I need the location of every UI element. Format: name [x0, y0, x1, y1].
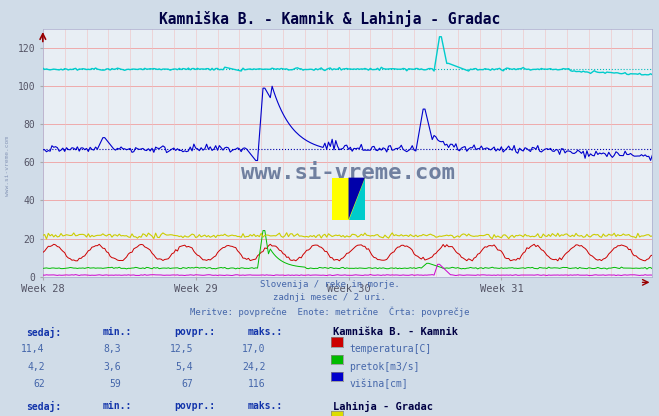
Text: www.si-vreme.com: www.si-vreme.com — [5, 136, 11, 196]
Text: 116: 116 — [248, 379, 266, 389]
Text: sedaj:: sedaj: — [26, 401, 61, 412]
Text: Kamniška B. - Kamnik: Kamniška B. - Kamnik — [333, 327, 458, 337]
Text: Slovenija / reke in morje.: Slovenija / reke in morje. — [260, 280, 399, 289]
Text: min.:: min.: — [102, 401, 132, 411]
Polygon shape — [349, 178, 365, 220]
Text: 8,3: 8,3 — [103, 344, 121, 354]
Text: 5,4: 5,4 — [175, 362, 193, 371]
Text: 24,2: 24,2 — [242, 362, 266, 371]
Text: 4,2: 4,2 — [27, 362, 45, 371]
Text: 59: 59 — [109, 379, 121, 389]
Text: povpr.:: povpr.: — [175, 327, 215, 337]
Text: temperatura[C]: temperatura[C] — [349, 344, 432, 354]
Text: Meritve: povprečne  Enote: metrične  Črta: povprečje: Meritve: povprečne Enote: metrične Črta:… — [190, 306, 469, 317]
Text: sedaj:: sedaj: — [26, 327, 61, 338]
Text: 12,5: 12,5 — [169, 344, 193, 354]
Text: www.si-vreme.com: www.si-vreme.com — [241, 163, 455, 183]
Text: zadnji mesec / 2 uri.: zadnji mesec / 2 uri. — [273, 293, 386, 302]
Text: 62: 62 — [33, 379, 45, 389]
Text: povpr.:: povpr.: — [175, 401, 215, 411]
Text: višina[cm]: višina[cm] — [349, 379, 408, 389]
Text: 17,0: 17,0 — [242, 344, 266, 354]
Text: 11,4: 11,4 — [21, 344, 45, 354]
Text: Lahinja - Gradac: Lahinja - Gradac — [333, 401, 433, 412]
Polygon shape — [332, 178, 365, 220]
Text: Kamniška B. - Kamnik & Lahinja - Gradac: Kamniška B. - Kamnik & Lahinja - Gradac — [159, 10, 500, 27]
Text: min.:: min.: — [102, 327, 132, 337]
Text: 3,6: 3,6 — [103, 362, 121, 371]
Text: maks.:: maks.: — [247, 327, 282, 337]
Text: pretok[m3/s]: pretok[m3/s] — [349, 362, 420, 371]
Polygon shape — [349, 178, 365, 220]
Text: 67: 67 — [181, 379, 193, 389]
Text: maks.:: maks.: — [247, 401, 282, 411]
